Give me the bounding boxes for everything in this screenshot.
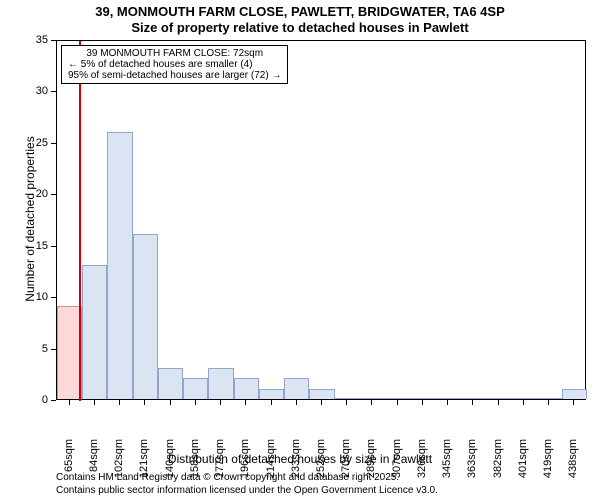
xtick-label: 65sqm — [63, 439, 75, 489]
annotation-line: ← 5% of detached houses are smaller (4) — [68, 59, 281, 70]
annotation-line: 39 MONMOUTH FARM CLOSE: 72sqm — [68, 48, 281, 59]
xtick-mark — [397, 400, 398, 405]
xtick-mark — [69, 400, 70, 405]
xtick-label: 419sqm — [542, 439, 554, 489]
xtick-mark — [371, 400, 372, 405]
bar — [208, 368, 233, 399]
ytick-label: 10 — [24, 291, 48, 303]
xtick-mark — [523, 400, 524, 405]
xtick-mark — [220, 400, 221, 405]
xtick-mark — [245, 400, 246, 405]
xtick-label: 289sqm — [365, 439, 377, 489]
plot-area: 39 MONMOUTH FARM CLOSE: 72sqm← 5% of det… — [56, 40, 586, 400]
xtick-mark — [548, 400, 549, 405]
xtick-mark — [447, 400, 448, 405]
bar — [183, 378, 208, 399]
xtick-mark — [498, 400, 499, 405]
bar — [360, 398, 385, 399]
bar — [486, 398, 511, 399]
ytick-label: 0 — [24, 394, 48, 406]
xtick-label: 84sqm — [88, 439, 100, 489]
xtick-mark — [195, 400, 196, 405]
ytick-mark — [51, 246, 56, 247]
xtick-label: 214sqm — [265, 439, 277, 489]
xtick-mark — [271, 400, 272, 405]
xtick-mark — [422, 400, 423, 405]
xtick-label: 121sqm — [138, 439, 150, 489]
xtick-mark — [573, 400, 574, 405]
xtick-label: 177sqm — [214, 439, 226, 489]
ytick-label: 30 — [24, 85, 48, 97]
xtick-mark — [321, 400, 322, 405]
chart-title-line2: Size of property relative to detached ho… — [0, 20, 600, 35]
xtick-mark — [119, 400, 120, 405]
bar — [82, 265, 107, 399]
xtick-label: 102sqm — [113, 439, 125, 489]
bar — [259, 389, 284, 399]
xtick-label: 401sqm — [517, 439, 529, 489]
xtick-label: 158sqm — [189, 439, 201, 489]
xtick-label: 307sqm — [391, 439, 403, 489]
bar — [133, 234, 158, 399]
chart-container: 39, MONMOUTH FARM CLOSE, PAWLETT, BRIDGW… — [0, 0, 600, 500]
xtick-label: 233sqm — [290, 439, 302, 489]
xtick-label: 345sqm — [441, 439, 453, 489]
ytick-mark — [51, 400, 56, 401]
bar — [461, 398, 486, 399]
bar — [107, 132, 132, 399]
ytick-label: 25 — [24, 137, 48, 149]
xtick-label: 140sqm — [164, 439, 176, 489]
ytick-label: 5 — [24, 343, 48, 355]
xtick-label: 326sqm — [416, 439, 428, 489]
xtick-mark — [144, 400, 145, 405]
chart-title-line1: 39, MONMOUTH FARM CLOSE, PAWLETT, BRIDGW… — [0, 4, 600, 19]
bar — [335, 398, 360, 399]
ytick-mark — [51, 91, 56, 92]
bar — [537, 398, 562, 399]
bar — [284, 378, 309, 399]
ytick-mark — [51, 143, 56, 144]
ytick-mark — [51, 194, 56, 195]
bar — [234, 378, 259, 399]
xtick-label: 438sqm — [567, 439, 579, 489]
bar — [385, 398, 410, 399]
annotation-box: 39 MONMOUTH FARM CLOSE: 72sqm← 5% of det… — [61, 45, 288, 84]
bar — [158, 368, 183, 399]
bar — [436, 398, 461, 399]
ytick-label: 20 — [24, 188, 48, 200]
xtick-label: 270sqm — [340, 439, 352, 489]
xtick-label: 196sqm — [239, 439, 251, 489]
bar — [410, 398, 435, 399]
xtick-mark — [472, 400, 473, 405]
ytick-mark — [51, 297, 56, 298]
bar — [511, 398, 536, 399]
annotation-line: 95% of semi-detached houses are larger (… — [68, 70, 281, 81]
highlight-marker — [79, 41, 81, 401]
xtick-label: 382sqm — [492, 439, 504, 489]
xtick-mark — [296, 400, 297, 405]
xtick-label: 363sqm — [466, 439, 478, 489]
ytick-mark — [51, 40, 56, 41]
ytick-mark — [51, 349, 56, 350]
ytick-label: 35 — [24, 34, 48, 46]
xtick-label: 252sqm — [315, 439, 327, 489]
xtick-mark — [346, 400, 347, 405]
xtick-mark — [94, 400, 95, 405]
bar — [562, 389, 587, 399]
bar — [309, 389, 334, 399]
xtick-mark — [170, 400, 171, 405]
ytick-label: 15 — [24, 240, 48, 252]
